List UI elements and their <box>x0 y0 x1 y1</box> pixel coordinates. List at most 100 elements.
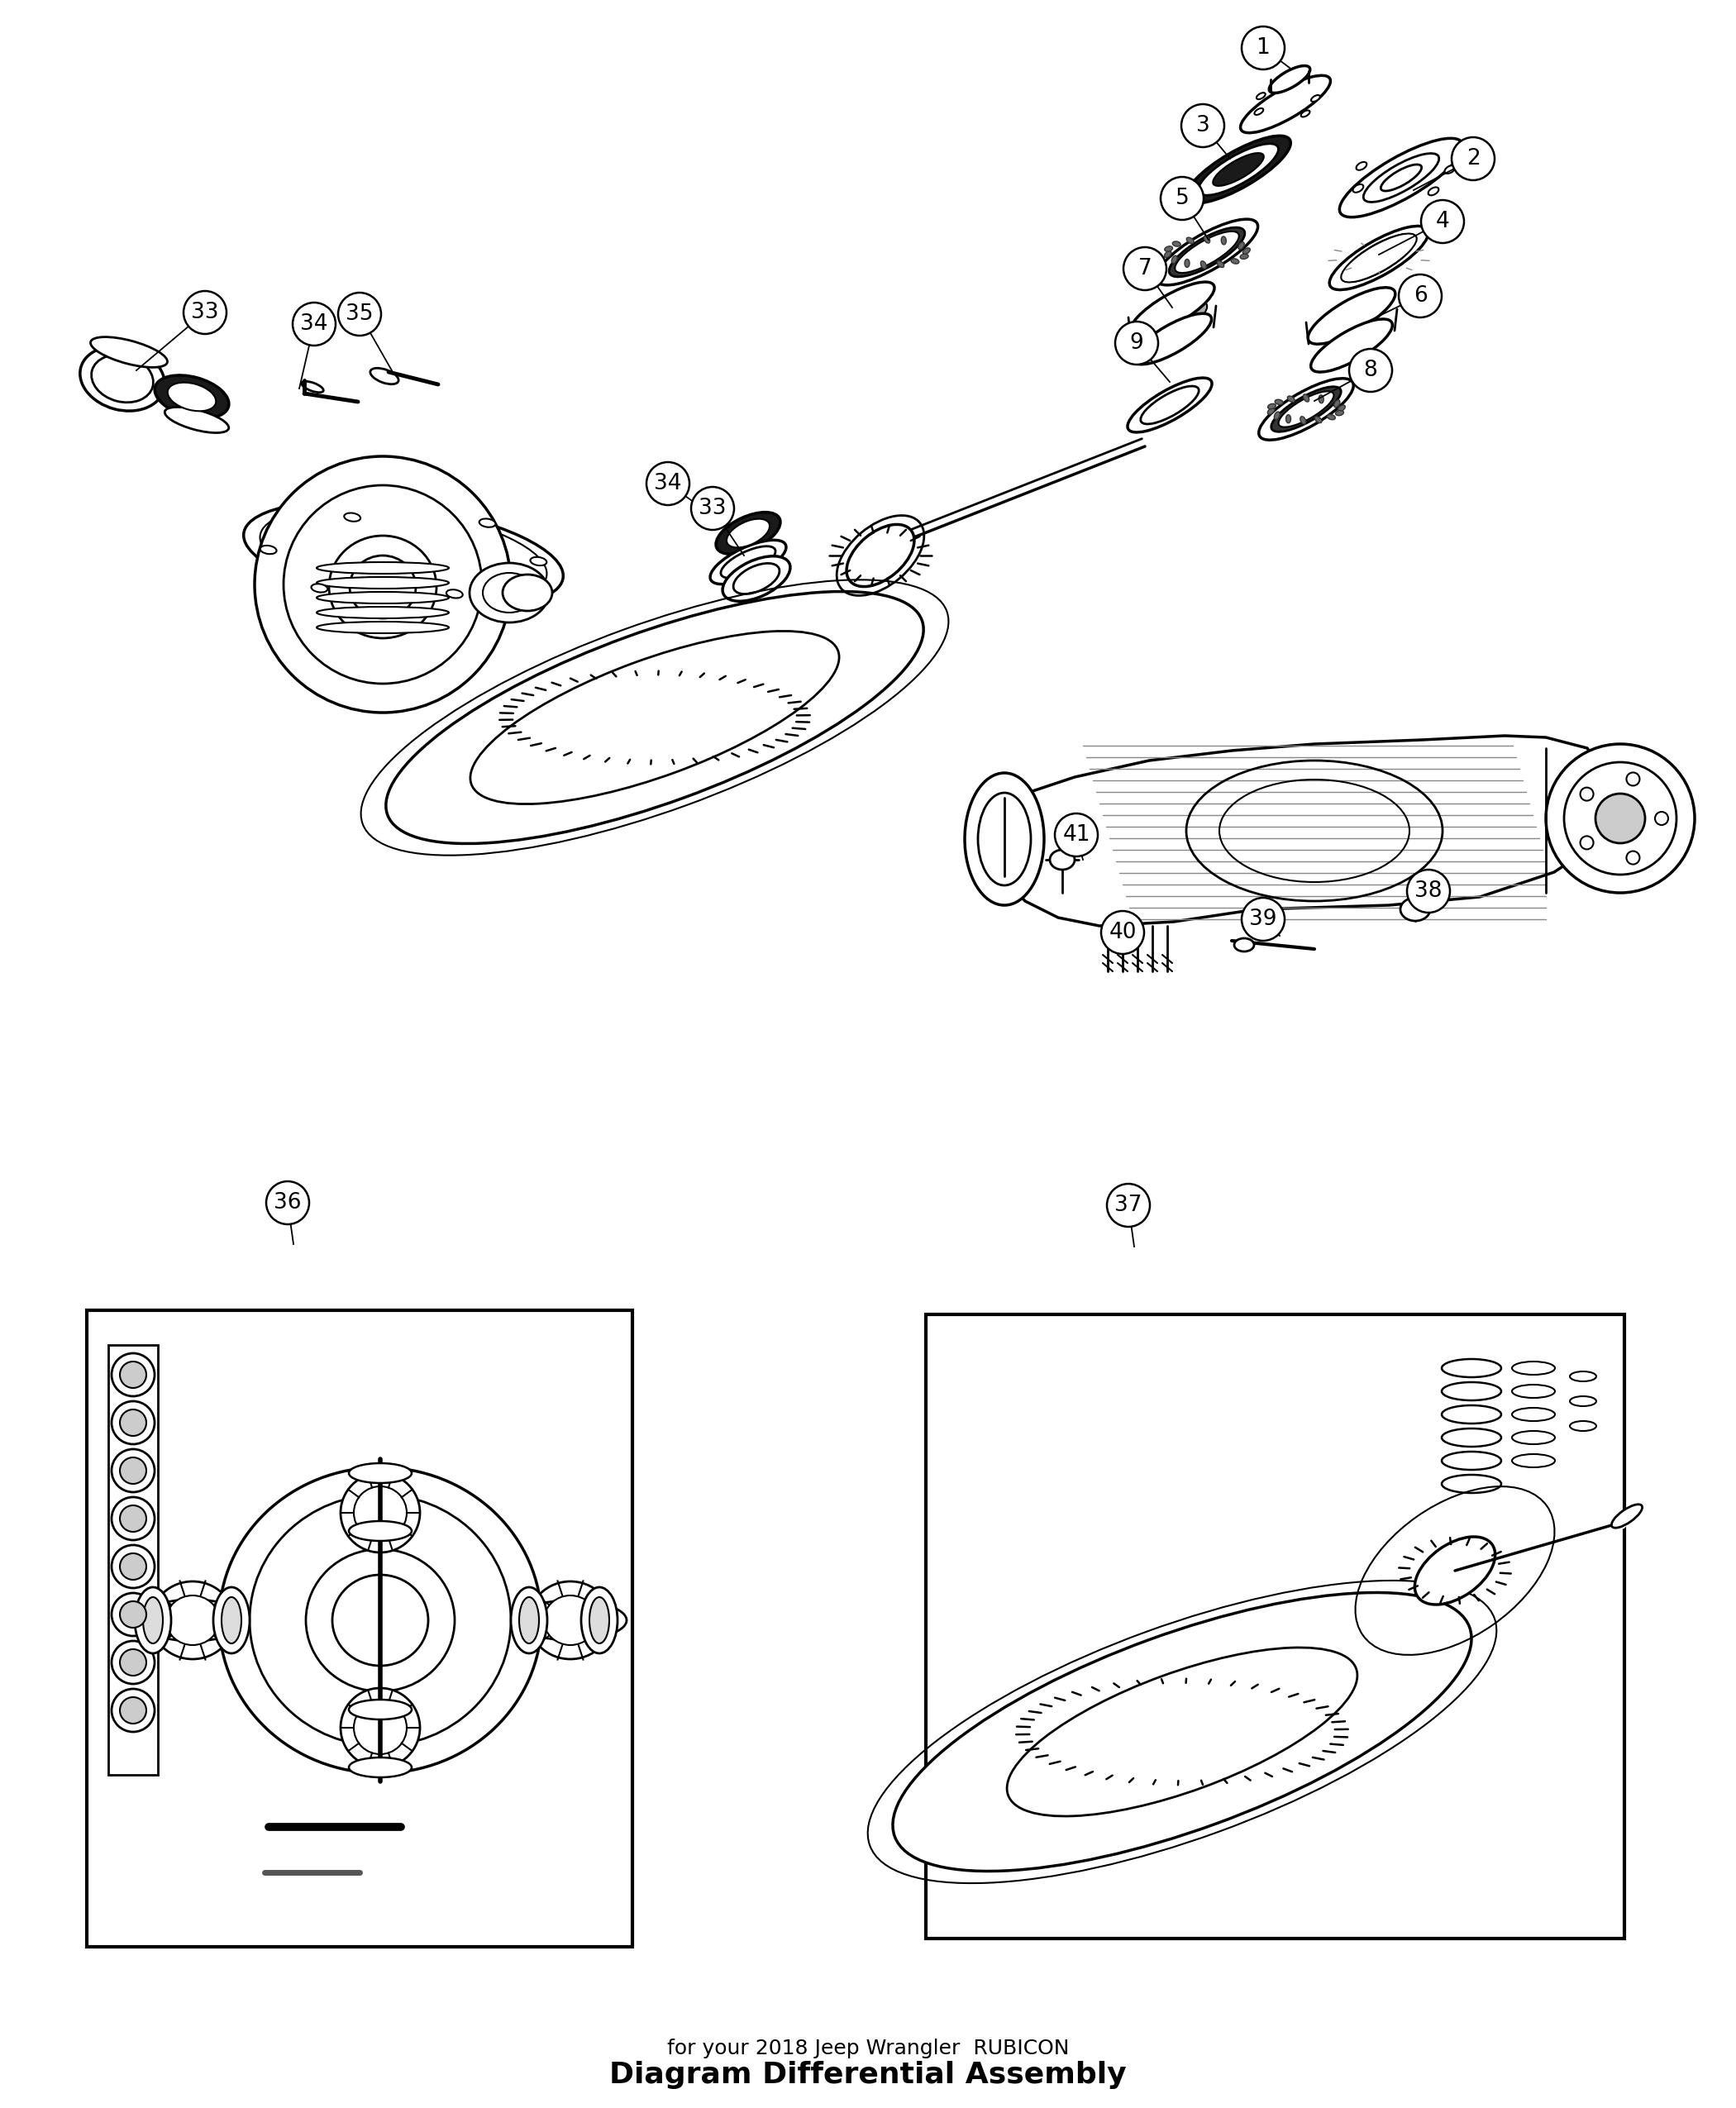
Ellipse shape <box>1243 249 1250 255</box>
Ellipse shape <box>1569 1395 1597 1406</box>
Ellipse shape <box>1444 164 1455 173</box>
Ellipse shape <box>260 506 547 605</box>
Ellipse shape <box>1050 850 1075 871</box>
Circle shape <box>1422 200 1463 242</box>
Ellipse shape <box>1319 394 1323 403</box>
Ellipse shape <box>340 1473 420 1551</box>
Ellipse shape <box>446 590 464 599</box>
Ellipse shape <box>1234 938 1253 951</box>
Ellipse shape <box>1240 253 1248 259</box>
Ellipse shape <box>727 519 769 548</box>
Ellipse shape <box>590 1598 609 1644</box>
Ellipse shape <box>120 1410 146 1436</box>
Ellipse shape <box>1338 405 1345 411</box>
Ellipse shape <box>243 502 562 609</box>
Ellipse shape <box>1569 1372 1597 1381</box>
Ellipse shape <box>222 1598 241 1644</box>
Text: 4: 4 <box>1436 211 1450 232</box>
Ellipse shape <box>1356 162 1366 171</box>
Ellipse shape <box>332 1575 429 1665</box>
Ellipse shape <box>1441 1429 1502 1446</box>
Text: 41: 41 <box>1062 824 1090 845</box>
Ellipse shape <box>1238 242 1245 249</box>
Ellipse shape <box>1441 1452 1502 1469</box>
Text: 5: 5 <box>1175 188 1189 209</box>
Ellipse shape <box>1175 232 1240 272</box>
Text: 2: 2 <box>1467 148 1481 169</box>
Ellipse shape <box>503 575 552 611</box>
Text: 8: 8 <box>1364 360 1378 382</box>
Ellipse shape <box>1569 1421 1597 1431</box>
Ellipse shape <box>111 1594 155 1636</box>
Ellipse shape <box>120 1554 146 1579</box>
Ellipse shape <box>1311 95 1319 101</box>
Ellipse shape <box>977 793 1031 885</box>
Ellipse shape <box>111 1497 155 1541</box>
Ellipse shape <box>1165 247 1172 251</box>
Ellipse shape <box>137 1600 248 1640</box>
Text: 1: 1 <box>1257 38 1271 59</box>
Circle shape <box>1108 1185 1149 1227</box>
Ellipse shape <box>349 1522 411 1541</box>
Ellipse shape <box>1217 261 1224 268</box>
Circle shape <box>339 293 382 335</box>
Circle shape <box>266 1180 309 1225</box>
Ellipse shape <box>316 607 450 618</box>
Ellipse shape <box>311 584 328 592</box>
Ellipse shape <box>344 512 361 521</box>
Ellipse shape <box>1198 143 1278 196</box>
Ellipse shape <box>1274 401 1283 405</box>
Ellipse shape <box>1328 415 1335 419</box>
Text: 38: 38 <box>1415 881 1443 902</box>
Ellipse shape <box>1627 852 1641 864</box>
Ellipse shape <box>1007 1648 1358 1817</box>
Ellipse shape <box>1429 188 1439 196</box>
Ellipse shape <box>1288 396 1295 403</box>
Ellipse shape <box>529 557 547 565</box>
Text: 34: 34 <box>654 472 682 495</box>
Ellipse shape <box>385 592 924 843</box>
Text: 9: 9 <box>1130 333 1144 354</box>
Circle shape <box>184 291 226 333</box>
Ellipse shape <box>316 563 450 573</box>
Ellipse shape <box>1627 772 1641 786</box>
Ellipse shape <box>847 525 915 586</box>
Ellipse shape <box>354 1486 406 1539</box>
Ellipse shape <box>1184 259 1189 268</box>
Ellipse shape <box>510 1587 547 1653</box>
Ellipse shape <box>1186 238 1194 245</box>
Ellipse shape <box>710 540 786 584</box>
Ellipse shape <box>1545 744 1694 894</box>
Text: 40: 40 <box>1109 921 1137 942</box>
Ellipse shape <box>1286 415 1292 424</box>
Circle shape <box>1406 871 1450 913</box>
Ellipse shape <box>1267 405 1276 409</box>
Ellipse shape <box>311 519 455 660</box>
Ellipse shape <box>469 563 549 622</box>
Ellipse shape <box>260 546 276 554</box>
Ellipse shape <box>1278 392 1333 428</box>
Ellipse shape <box>543 1596 597 1644</box>
Ellipse shape <box>151 1581 234 1659</box>
Ellipse shape <box>1201 261 1207 270</box>
Ellipse shape <box>1307 287 1396 344</box>
Ellipse shape <box>90 337 167 367</box>
Bar <box>108 1345 158 1775</box>
Text: Diagram Differential Assembly: Diagram Differential Assembly <box>609 2062 1127 2089</box>
Ellipse shape <box>479 519 495 527</box>
Text: 39: 39 <box>1250 909 1278 930</box>
Circle shape <box>1180 103 1224 148</box>
Ellipse shape <box>1141 386 1200 424</box>
Ellipse shape <box>1611 1505 1642 1528</box>
Ellipse shape <box>1241 76 1330 133</box>
Ellipse shape <box>470 630 838 803</box>
Text: 36: 36 <box>274 1191 302 1214</box>
Circle shape <box>646 462 689 506</box>
Ellipse shape <box>1335 411 1344 415</box>
Ellipse shape <box>1269 65 1311 93</box>
Ellipse shape <box>1415 1537 1495 1604</box>
Ellipse shape <box>1311 318 1392 371</box>
Ellipse shape <box>1259 379 1354 441</box>
Ellipse shape <box>483 573 536 613</box>
Ellipse shape <box>120 1697 146 1724</box>
